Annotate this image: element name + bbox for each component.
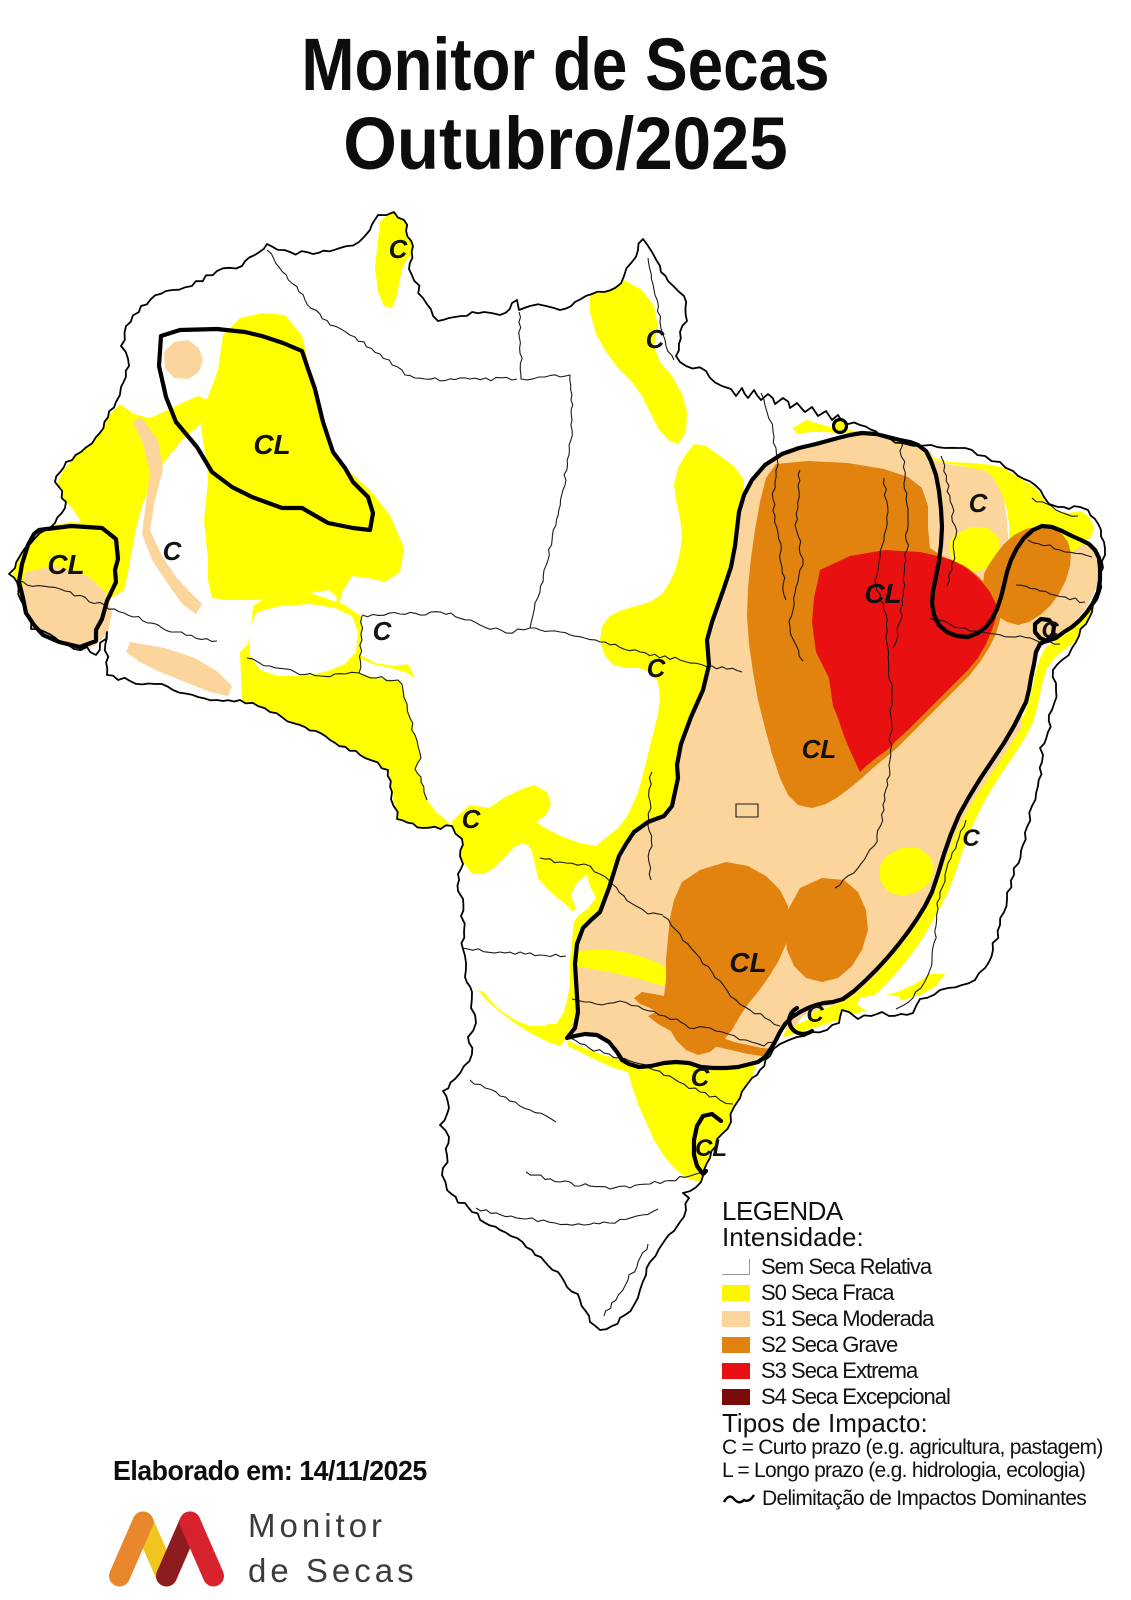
svg-text:C: C [389, 234, 409, 264]
svg-text:C: C [806, 1001, 824, 1028]
svg-text:CL: CL [864, 578, 901, 609]
svg-text:C: C [646, 324, 666, 354]
svg-text:C: C [1041, 617, 1059, 644]
svg-text:CL: CL [695, 1135, 727, 1162]
svg-text:C: C [691, 1062, 711, 1092]
svg-text:C: C [373, 616, 393, 646]
svg-text:CL: CL [729, 947, 766, 978]
svg-text:C: C [962, 825, 980, 852]
svg-text:CL: CL [47, 549, 84, 580]
svg-text:CL: CL [253, 429, 290, 460]
svg-text:CL: CL [802, 734, 837, 764]
svg-text:C: C [163, 536, 183, 566]
svg-text:C: C [647, 653, 667, 683]
svg-text:C: C [462, 804, 482, 834]
svg-text:C: C [969, 488, 989, 518]
